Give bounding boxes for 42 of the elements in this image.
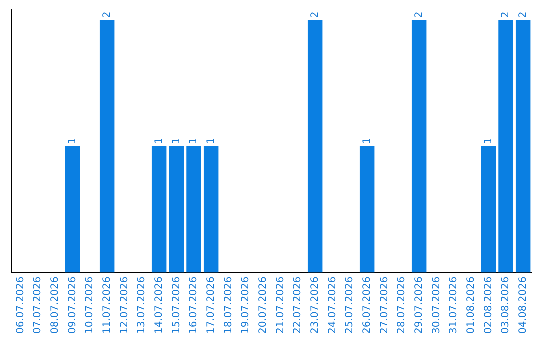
data-label: 1 <box>362 138 373 144</box>
x-tick-label: 02.08.2026 <box>483 276 494 334</box>
x-tick-label: 21.07.2026 <box>275 276 286 334</box>
x-tick-label: 31.07.2026 <box>448 276 460 334</box>
data-label: 1 <box>171 138 182 144</box>
x-tick-label: 26.07.2026 <box>362 276 373 334</box>
x-tick-label: 14.07.2026 <box>154 276 165 334</box>
data-label: 2 <box>518 12 529 18</box>
x-tick-label: 25.07.2026 <box>344 276 356 334</box>
x-tick-label: 08.07.2026 <box>50 276 61 334</box>
x-tick-label: 10.07.2026 <box>84 276 96 334</box>
x-tick-label: 16.07.2026 <box>188 276 200 334</box>
x-tick-label: 20.07.2026 <box>258 276 269 334</box>
x-tick-label: 03.08.2026 <box>500 276 512 334</box>
data-label: 2 <box>102 12 113 18</box>
data-label: 1 <box>67 138 78 144</box>
x-tick-label: 27.07.2026 <box>379 276 390 334</box>
data-label: 2 <box>414 12 425 18</box>
data-label: 2 <box>310 12 321 18</box>
data-label: 1 <box>483 138 494 144</box>
x-tick-label: 24.07.2026 <box>327 276 338 334</box>
x-tick-label: 11.07.2026 <box>102 276 113 334</box>
x-tick-label: 17.07.2026 <box>206 276 217 334</box>
data-label: 2 <box>500 12 512 18</box>
x-tick-label: 13.07.2026 <box>136 276 148 334</box>
x-tick-label: 15.07.2026 <box>171 276 182 334</box>
data-label: 1 <box>154 138 165 144</box>
x-tick-label: 06.07.2026 <box>15 276 26 334</box>
data-label: 1 <box>206 138 217 144</box>
x-tick-label: 09.07.2026 <box>67 276 78 334</box>
x-tick-label: 12.07.2026 <box>119 276 130 334</box>
x-tick-label: 18.07.2026 <box>223 276 234 334</box>
x-tick-label: 29.07.2026 <box>414 276 425 334</box>
x-tick-label: 30.07.2026 <box>431 276 442 334</box>
x-tick-label: 28.07.2026 <box>396 276 408 334</box>
data-label: 1 <box>188 138 200 144</box>
x-tick-label: 04.08.2026 <box>518 276 529 334</box>
x-tick-label: 07.07.2026 <box>32 276 44 334</box>
x-tick-label: 22.07.2026 <box>292 276 304 334</box>
x-tick-label: 01.08.2026 <box>466 276 477 334</box>
x-tick-label: 23.07.2026 <box>310 276 321 334</box>
x-tick-label: 19.07.2026 <box>240 276 252 334</box>
